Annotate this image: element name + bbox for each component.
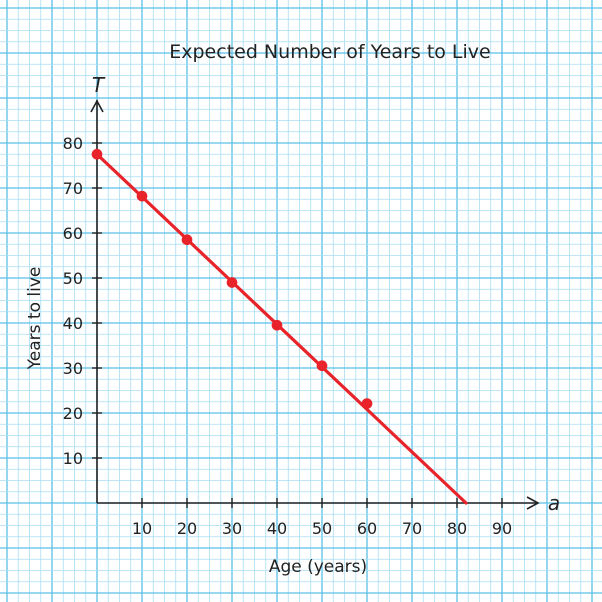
x-tick-label: 40 [267,519,287,538]
y-tick-label: 80 [63,134,83,153]
data-point-marker [136,190,148,202]
x-axis-label: Age (years) [269,557,367,577]
y-tick-label: 40 [63,314,83,333]
y-tick-label: 10 [63,449,83,468]
x-tick-label: 30 [222,519,242,538]
ticks: 10 20 30 40 50 60 70 80 90 10 20 30 40 50 60 70 80 [63,134,513,538]
y-tick-label: 70 [63,179,83,198]
y-axis-label: Years to live [25,267,45,371]
data-point-marker [316,360,328,372]
data-point-marker [91,148,103,160]
x-tick-label: 70 [402,519,422,538]
x-tick-label: 50 [312,519,332,538]
x-axis-variable: a [548,491,560,515]
y-tick-label: 60 [63,224,83,243]
x-tick-label: 10 [132,519,152,538]
x-tick-label: 20 [177,519,197,538]
y-axis-arrow [90,99,104,113]
chart-title: Expected Number of Years to Live [169,41,490,63]
x-tick-label: 60 [357,519,377,538]
data-point-marker [271,319,283,331]
y-tick-label: 20 [63,404,83,423]
trend-line [95,152,468,505]
y-axis-variable: T [92,73,106,97]
data-point-marker [361,398,373,409]
x-tick-label: 80 [447,519,467,538]
y-tick-label: 30 [63,359,83,378]
x-tick-label: 90 [492,519,512,538]
x-axis-arrow [526,496,540,510]
data-point-marker [181,234,193,246]
series [91,148,468,505]
data-point-marker [226,277,238,288]
y-tick-label: 50 [63,269,83,288]
